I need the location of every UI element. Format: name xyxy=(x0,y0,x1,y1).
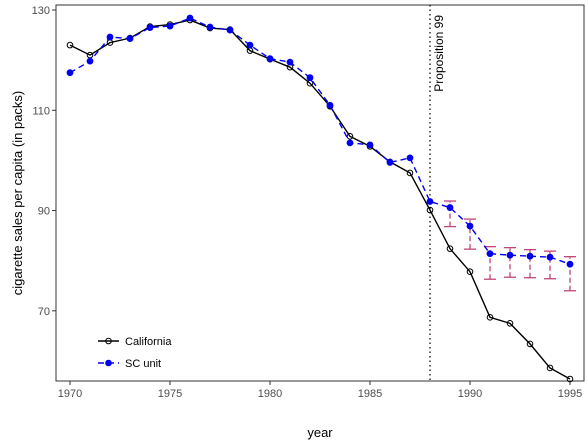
sc-unit-point xyxy=(126,35,134,42)
reference-line: Proposition 99 xyxy=(429,5,446,381)
sc-unit-point xyxy=(426,198,434,205)
y-axis-title: cigarette sales per capita (in packs) xyxy=(10,91,25,295)
sc-unit-point xyxy=(386,159,394,166)
sc-unit-point xyxy=(166,22,174,30)
california-point xyxy=(426,206,434,214)
plot-panel xyxy=(55,4,585,382)
error-bar xyxy=(544,250,556,280)
sc-unit-point xyxy=(266,55,274,63)
sc-unit-point xyxy=(446,204,454,211)
x-tick-label: 1970 xyxy=(58,388,82,400)
california-point xyxy=(466,268,474,276)
california-point xyxy=(506,320,514,327)
california-point xyxy=(66,41,74,49)
legend-key-marker xyxy=(105,359,112,367)
series-layer xyxy=(66,14,574,383)
legend-label: California xyxy=(125,336,172,348)
sc-unit-point xyxy=(146,24,154,31)
sc-unit-point xyxy=(66,69,74,77)
california-point xyxy=(446,245,454,252)
error-bar xyxy=(524,249,536,279)
california-point xyxy=(406,169,414,177)
california-point xyxy=(566,375,574,383)
legend-label: SC unit xyxy=(125,358,161,370)
sc-unit-point xyxy=(206,23,214,31)
proposition-99-label: Proposition 99 xyxy=(432,15,446,92)
y-tick-label: 110 xyxy=(32,105,50,117)
sc-unit-point xyxy=(326,101,334,109)
y-tick-label: 70 xyxy=(38,306,50,318)
x-tick-label: 1995 xyxy=(558,388,582,400)
sc-unit-point xyxy=(346,139,354,147)
sc-unit-point xyxy=(186,14,194,22)
y-tick-label: 130 xyxy=(32,5,50,17)
sc-unit-point xyxy=(246,41,254,49)
x-tick-label: 1985 xyxy=(358,388,382,400)
sc-unit-point xyxy=(406,154,414,162)
california-point xyxy=(486,314,494,321)
legend-item-sc-unit: SC unit xyxy=(98,358,161,370)
california-point xyxy=(546,364,554,372)
california-line xyxy=(69,19,571,380)
axis-ticks: 1970 1975 1980 1985 1990 1995 70 90 110 130 xyxy=(32,5,583,400)
sc-unit-point xyxy=(466,222,474,230)
sc-unit-point xyxy=(86,57,94,65)
error-bar xyxy=(444,200,456,228)
legend-key-marker xyxy=(105,337,112,345)
sc-unit-point xyxy=(486,250,494,258)
x-tick-label: 1980 xyxy=(258,388,282,400)
sc-unit-point xyxy=(226,26,234,34)
sc-unit-point xyxy=(286,58,294,66)
sc-unit-point xyxy=(306,74,314,82)
legend-item-california: California xyxy=(98,336,172,348)
sc-unit-point xyxy=(546,253,554,261)
x-tick-label: 1975 xyxy=(158,388,182,400)
sc-unit-point xyxy=(506,251,514,259)
sc-unit-point xyxy=(526,252,534,260)
x-tick-label: 1990 xyxy=(458,388,482,400)
sc-unit-point xyxy=(366,141,374,149)
sc-unit-point xyxy=(106,33,114,41)
y-tick-label: 90 xyxy=(38,206,50,218)
x-axis-title: year xyxy=(307,425,333,440)
legend: California SC unit xyxy=(98,336,172,370)
california-point xyxy=(526,340,534,348)
sc-unit-point xyxy=(566,260,574,268)
